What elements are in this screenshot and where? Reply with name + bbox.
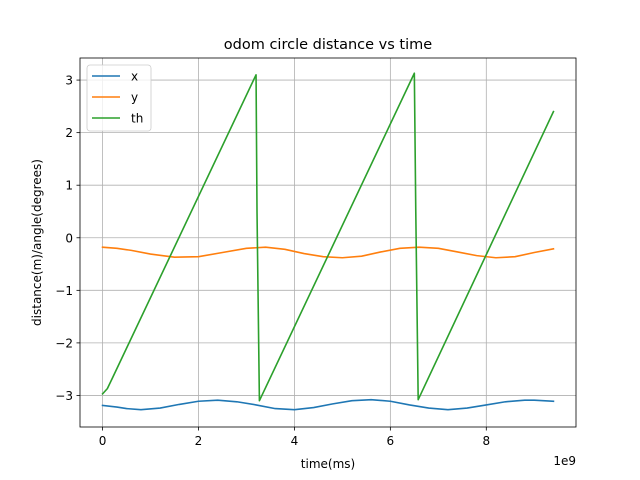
x-tick-label: 6 (387, 434, 395, 448)
legend-label-y: y (131, 91, 138, 105)
legend-label-x: x (131, 70, 138, 84)
y-tick-label: −2 (55, 336, 73, 350)
series-line-x (101, 398, 555, 411)
y-tick-label: 3 (65, 74, 73, 88)
x-axis-title: time(ms) (301, 457, 355, 471)
legend: xy th (86, 64, 152, 132)
y-tick-label: 1 (65, 179, 73, 193)
grid (80, 58, 576, 427)
series-line-th (101, 72, 555, 402)
plot-frame (79, 57, 577, 428)
y-axis-title: distance(m)/angle(degrees) (30, 159, 44, 326)
x-tick-label: 0 (99, 434, 107, 448)
y-tick-label: 2 (65, 126, 73, 140)
x-offset-label: 1e9 (553, 454, 576, 468)
x-tick-label: 4 (291, 434, 299, 448)
y-tick-label: 0 (65, 231, 73, 245)
legend-label-th: th (131, 112, 143, 126)
legend-box (86, 64, 152, 132)
x-tick-label: 2 (195, 434, 203, 448)
chart-title: odom circle distance vs time (224, 37, 432, 53)
y-tick-label: −3 (55, 389, 73, 403)
y-tick-label: −1 (55, 284, 73, 298)
ticks: 0 2 4 6 8 −3 −2 −1 0 1 2 3 (55, 74, 490, 448)
x-tick-label: 8 (482, 434, 490, 448)
series-layer (101, 72, 555, 411)
